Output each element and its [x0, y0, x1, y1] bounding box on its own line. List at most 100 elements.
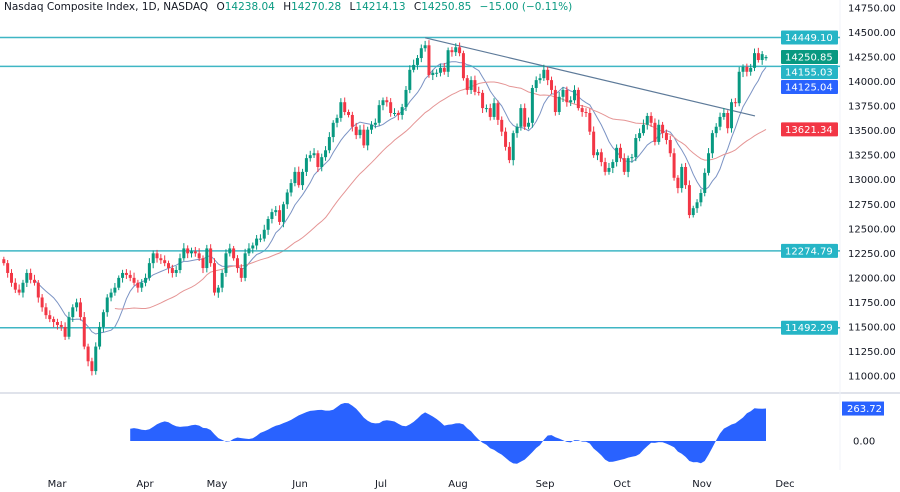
candle-body [331, 122, 335, 138]
candle-body [450, 50, 454, 53]
candle-body [396, 113, 400, 115]
candle-body [618, 147, 622, 159]
candle-body [611, 162, 615, 168]
x-tick-label: Dec [775, 479, 794, 490]
candle-body [707, 153, 711, 173]
y-tick-label: 14250.00 [848, 53, 896, 64]
candle-body [634, 138, 638, 158]
y-tick-label: 12000.00 [848, 273, 896, 284]
level-price-label: 14449.10 [785, 33, 833, 44]
candle-body [117, 277, 121, 288]
candle-body [389, 102, 393, 114]
candle-body [714, 126, 718, 134]
candle-body [550, 80, 554, 90]
level-price-label-bg [781, 243, 838, 258]
candle-body [109, 292, 113, 298]
oscillator-area [130, 403, 766, 464]
y-tick-label: 11750.00 [848, 298, 896, 309]
candle-body [515, 126, 519, 134]
candle-body [316, 153, 320, 167]
candle-body [507, 146, 511, 161]
candle-body [228, 248, 232, 254]
candle-body [308, 155, 312, 159]
candle-body [235, 258, 239, 269]
candle-body [9, 272, 13, 283]
candle-body [684, 166, 688, 186]
candle-body [247, 248, 251, 254]
x-tick-label: May [207, 479, 228, 490]
candle-body [615, 147, 619, 163]
candle-body [530, 87, 534, 123]
candle-body [281, 204, 285, 222]
candle-body [140, 282, 144, 288]
candle-body [324, 150, 328, 158]
candle-body [147, 263, 151, 278]
candle-body [576, 89, 580, 109]
candle-body [32, 279, 36, 283]
candle-body [641, 124, 645, 134]
candle-body [193, 251, 197, 254]
candle-body [124, 272, 128, 275]
candle-body [366, 129, 370, 146]
candle-body [446, 50, 450, 72]
candle-body [726, 113, 730, 129]
candle-body [473, 80, 477, 92]
candle-body [17, 289, 21, 293]
candle-body [423, 45, 427, 49]
candle-body [159, 258, 163, 261]
candle-body [672, 153, 676, 178]
candle-body [699, 192, 703, 203]
y-tick-label: 13000.00 [848, 175, 896, 186]
candle-body [527, 122, 531, 127]
candle-body [603, 162, 607, 172]
candle-body [504, 131, 508, 147]
candle-body [55, 322, 59, 325]
candle-body [710, 133, 714, 154]
x-tick-label: Sep [536, 479, 555, 490]
candle-body [680, 166, 684, 189]
candle-body [653, 122, 657, 142]
candle-body [63, 326, 67, 337]
candle-body [78, 302, 82, 318]
candle-body [584, 112, 588, 114]
candle-body [370, 124, 374, 130]
candle-body [266, 218, 270, 230]
candle-body [588, 113, 592, 132]
candle-body [2, 259, 6, 264]
candle-body [703, 172, 707, 193]
candle-body [297, 171, 301, 186]
candle-body [48, 315, 52, 320]
candle-body [209, 248, 213, 264]
candle-body [224, 253, 228, 273]
candle-body [668, 139, 672, 154]
candle-body [339, 102, 343, 118]
x-tick-label: Jun [291, 479, 308, 490]
candle-body [75, 302, 79, 308]
candle-body [239, 268, 243, 278]
candle-body [630, 157, 634, 159]
candle-body [538, 78, 542, 81]
candle-body [626, 158, 630, 172]
candle-body [737, 71, 741, 104]
close-value: C14250.85 [413, 1, 472, 13]
candle-body [461, 53, 465, 79]
candle-body [741, 66, 745, 72]
candle-body [519, 108, 523, 127]
candle-body [274, 210, 278, 213]
candle-body [664, 133, 668, 140]
symbol-title: Nasdaq Composite Index, 1D, NASDAQ [4, 1, 209, 13]
y-tick-label: 12750.00 [848, 200, 896, 211]
candle-body [258, 238, 262, 240]
candle-body [381, 100, 385, 106]
level-price-label-bg [781, 30, 838, 45]
candle-body [354, 126, 358, 136]
candle-body [205, 248, 209, 269]
candle-body [500, 119, 504, 132]
y-tick-label: 13750.00 [848, 102, 896, 113]
candle-body [400, 107, 404, 115]
candle-body [335, 117, 339, 123]
candle-body [481, 92, 485, 109]
candle-body [232, 248, 236, 259]
candle-body [25, 272, 29, 283]
